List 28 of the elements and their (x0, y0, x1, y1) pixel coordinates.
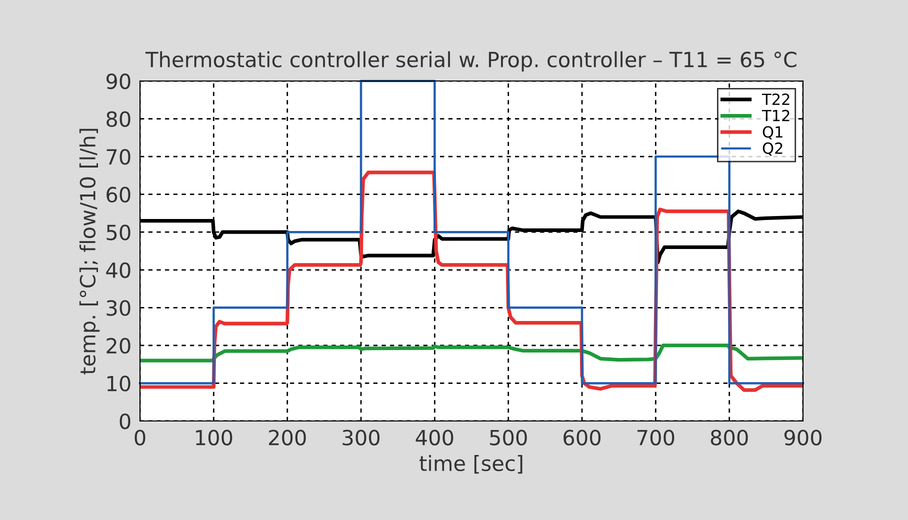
x-tick-label: 600 (564, 430, 600, 446)
y-tick-label: 30 (106, 300, 130, 316)
chart-title: Thermostatic controller serial w. Prop. controller – T11 = 65 °C (145, 51, 796, 72)
y-tick-label: 60 (106, 186, 130, 203)
x-tick-label: 400 (416, 430, 454, 446)
x-tick-label: 300 (342, 430, 380, 446)
x-tick-label: 900 (784, 430, 822, 446)
y-tick-label: 50 (106, 224, 130, 240)
y-tick-label: 70 (106, 149, 130, 165)
y-tick-label: 40 (106, 262, 130, 278)
legend-label: Q2 (762, 142, 782, 156)
x-tick-label: 500 (490, 430, 527, 446)
legend-label: T22 (762, 93, 790, 105)
x-tick-label: 800 (710, 430, 748, 446)
y-tick-label: 10 (107, 376, 130, 392)
y-tick-label: 90 (106, 73, 130, 90)
y-tick-label: 80 (106, 111, 130, 127)
x-axis-title: time [sec] (420, 455, 522, 474)
x-tick-label: 100 (196, 430, 232, 446)
y-tick-label: 0 (120, 413, 130, 430)
x-tick-label: 200 (268, 430, 306, 446)
y-axis-title: temp. [°C]; flow/10 [l/h] (79, 128, 100, 374)
x-tick-label: 0 (134, 430, 146, 446)
x-tick-label: 700 (637, 430, 674, 446)
line-series (140, 344, 803, 362)
legend-label: T12 (762, 110, 790, 122)
legend-label: Q1 (762, 126, 782, 140)
y-tick-label: 20 (106, 338, 130, 354)
